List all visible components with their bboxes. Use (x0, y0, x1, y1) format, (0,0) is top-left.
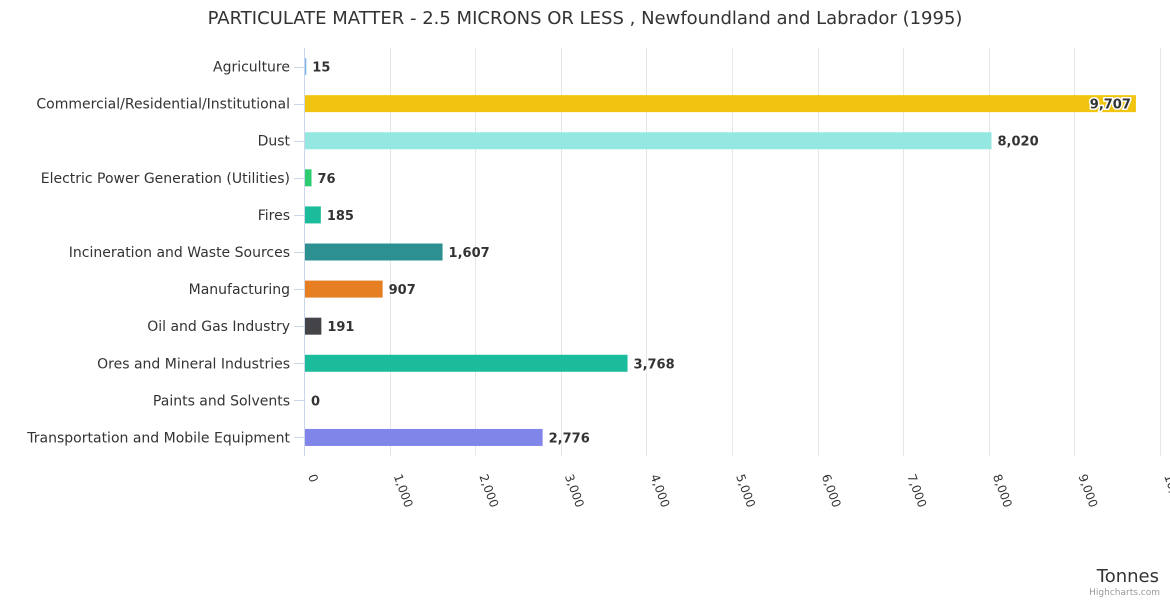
bar[interactable] (305, 428, 543, 446)
category-label: Incineration and Waste Sources (69, 245, 290, 261)
category-label: Paints and Solvents (153, 393, 290, 409)
category-label: Commercial/Residential/Institutional (36, 97, 290, 113)
data-label: 76 (318, 172, 336, 187)
category-label: Manufacturing (189, 282, 290, 298)
category-label: Electric Power Generation (Utilities) (41, 171, 290, 187)
data-label: 191 (327, 320, 354, 335)
credit-link[interactable]: Highcharts.com (1089, 588, 1160, 598)
gridlines (294, 48, 1161, 456)
data-label: 185 (327, 209, 354, 224)
bar[interactable] (305, 354, 628, 372)
data-label: 1,607 (449, 246, 490, 261)
category-labels: Agriculture Commercial/Residential/Instit… (26, 60, 290, 447)
bar[interactable] (305, 132, 992, 150)
data-label: 907 (389, 283, 416, 298)
category-label: Oil and Gas Industry (147, 319, 290, 335)
category-label: Fires (258, 208, 290, 224)
data-labels: 15 9,707 8,020 76 185 1,607 907 191 3,768 0 2,776 (311, 61, 1132, 447)
category-label: Dust (258, 134, 291, 150)
category-label: Transportation and Mobile Equipment (26, 430, 290, 446)
data-label: 15 (312, 61, 330, 76)
x-tick-label: 0 (305, 472, 321, 484)
data-label: 2,776 (549, 431, 590, 446)
bar[interactable] (305, 243, 443, 261)
bar[interactable] (305, 95, 1136, 113)
data-label: 9,707 (1090, 98, 1131, 113)
bar[interactable] (305, 317, 322, 335)
bar[interactable] (305, 58, 307, 76)
data-label: 3,768 (634, 357, 675, 372)
bar[interactable] (305, 280, 383, 298)
chart-title: PARTICULATE MATTER - 2.5 MICRONS OR LESS… (208, 8, 963, 29)
bar[interactable] (305, 206, 321, 224)
bars (305, 58, 1136, 446)
bar[interactable] (305, 169, 312, 187)
category-label: Agriculture (213, 60, 290, 76)
category-label: Ores and Mineral Industries (97, 356, 290, 372)
x-axis-title: Tonnes (1096, 566, 1159, 587)
data-label: 8,020 (998, 135, 1039, 150)
data-label: 0 (311, 394, 320, 409)
